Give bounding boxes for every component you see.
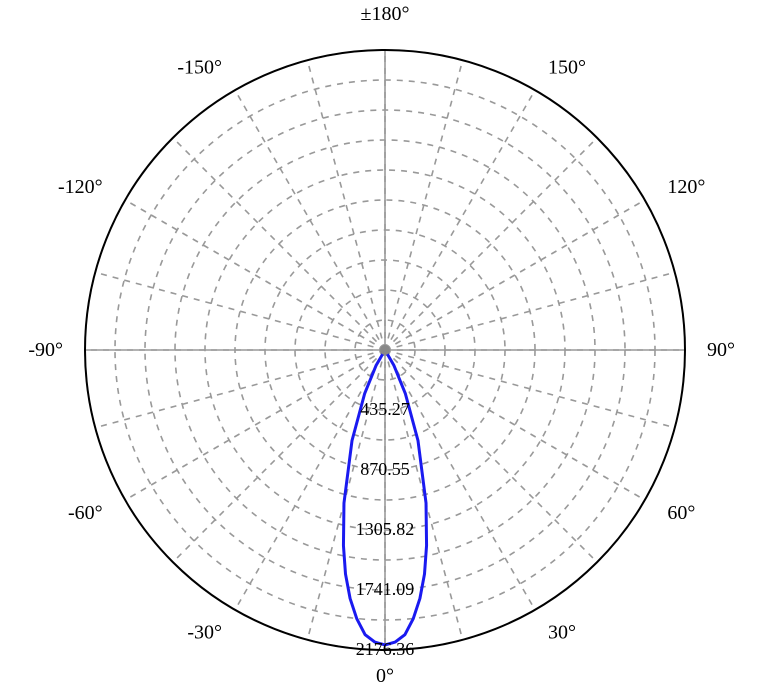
polar-chart: 0° 30° 60° 90° 120° 150° ±180° -150° -120° -90° -6… (0, 0, 770, 700)
angle-tick-label: -150° (177, 57, 222, 79)
angle-tick-label: 90° (707, 339, 735, 361)
angle-tick-label: -30° (187, 621, 222, 643)
radial-tick-label: 435.27 (360, 399, 410, 419)
angle-tick-label: -90° (28, 339, 63, 361)
angle-tick-label: 150° (548, 57, 586, 79)
angle-tick-label: -120° (58, 176, 103, 198)
radial-tick-label: 870.55 (360, 459, 410, 479)
center-dot (380, 345, 390, 355)
angle-tick-label: 120° (667, 176, 705, 198)
angle-tick-label: 60° (667, 502, 695, 524)
radial-tick-label: 1741.09 (356, 579, 415, 599)
angle-tick-label: 30° (548, 621, 576, 643)
angle-tick-label: 0° (376, 665, 394, 687)
polar-svg: 0° 30° 60° 90° 120° 150° ±180° -150° -120° -90° -6… (0, 0, 770, 700)
radial-tick-label: 2176.36 (356, 639, 415, 659)
radial-tick-label: 1305.82 (356, 519, 415, 539)
angle-tick-label: ±180° (361, 3, 410, 25)
angle-tick-label: -60° (68, 502, 103, 524)
